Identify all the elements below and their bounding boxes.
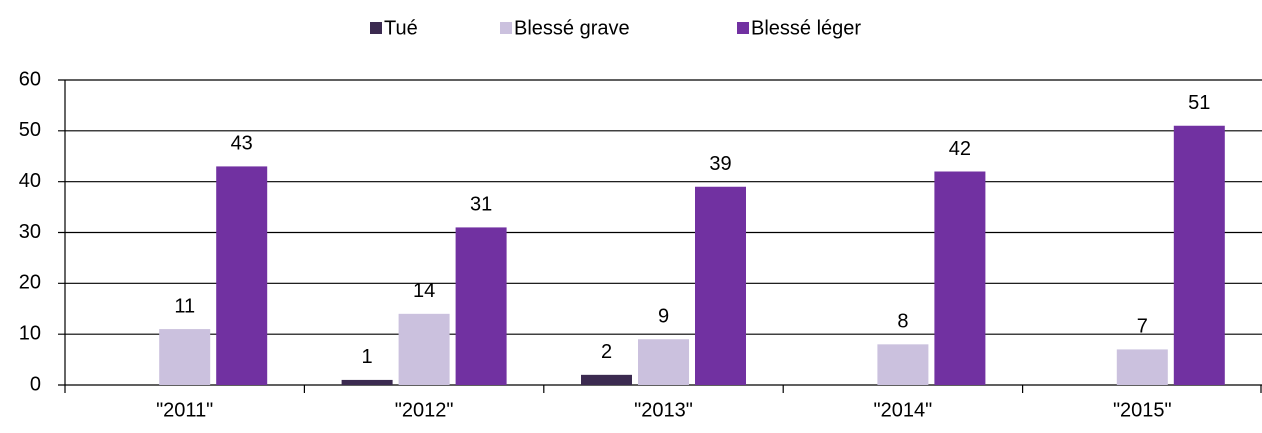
bar bbox=[1173, 125, 1225, 385]
legend-swatch bbox=[500, 22, 512, 34]
y-tick-label: 50 bbox=[19, 119, 41, 141]
bar bbox=[216, 166, 268, 385]
data-label: 42 bbox=[949, 138, 971, 160]
y-tick-label: 20 bbox=[19, 272, 41, 294]
data-label: 8 bbox=[897, 311, 908, 333]
data-label: 11 bbox=[174, 295, 195, 317]
data-label: 14 bbox=[413, 280, 435, 302]
legend-label: Blessé grave bbox=[514, 17, 630, 39]
bar bbox=[398, 313, 450, 385]
y-tick-label: 60 bbox=[19, 68, 41, 90]
x-tick-label: "2012" bbox=[395, 399, 454, 421]
data-label: 2 bbox=[601, 341, 612, 363]
bar bbox=[934, 171, 986, 385]
bar bbox=[455, 227, 507, 385]
x-tick-label: "2011" bbox=[156, 399, 213, 421]
y-tick-label: 40 bbox=[19, 170, 41, 192]
data-label: 31 bbox=[470, 194, 492, 216]
legend-label: Blessé léger bbox=[751, 17, 861, 39]
data-label: 39 bbox=[709, 153, 731, 175]
legend-label: Tué bbox=[384, 17, 418, 39]
bar bbox=[638, 339, 689, 385]
data-label: 51 bbox=[1188, 92, 1210, 114]
y-tick-label: 30 bbox=[19, 221, 41, 243]
bar bbox=[877, 344, 929, 385]
bar bbox=[1116, 349, 1168, 385]
bar bbox=[695, 186, 746, 385]
x-tick-label: "2015" bbox=[1113, 399, 1172, 421]
y-tick-label: 0 bbox=[30, 373, 41, 395]
data-label: 7 bbox=[1137, 316, 1148, 338]
bar bbox=[581, 374, 632, 385]
data-label: 9 bbox=[658, 306, 669, 328]
legend-swatch bbox=[370, 22, 382, 34]
legend-swatch bbox=[737, 22, 749, 34]
data-label: 43 bbox=[231, 133, 253, 155]
bar bbox=[159, 329, 211, 385]
data-label: 1 bbox=[362, 346, 373, 368]
bar bbox=[341, 379, 393, 385]
x-tick-label: "2013" bbox=[634, 399, 693, 421]
y-tick-label: 10 bbox=[19, 322, 41, 344]
x-tick-label: "2014" bbox=[874, 399, 933, 421]
